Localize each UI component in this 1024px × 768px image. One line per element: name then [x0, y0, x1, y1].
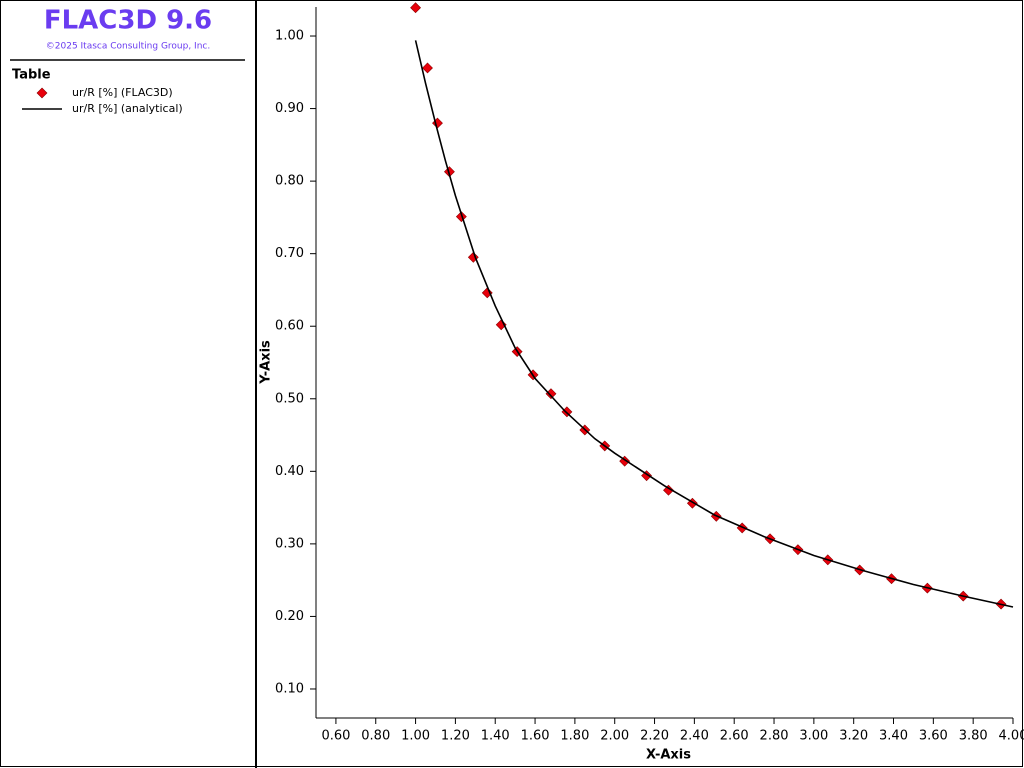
y-tick-label: 0.70: [275, 246, 304, 261]
x-tick-label: 2.40: [680, 729, 709, 744]
legend: ur/R [%] (FLAC3D) ur/R [%] (analytical): [22, 86, 183, 115]
x-tick-label: 3.00: [799, 729, 828, 744]
x-tick-label: 2.80: [760, 729, 789, 744]
x-tick-label: 3.80: [959, 729, 988, 744]
data-point: [619, 455, 631, 467]
x-tick-label: 2.20: [640, 729, 669, 744]
x-tick-label: 2.00: [600, 729, 629, 744]
x-tick-label: 1.60: [521, 729, 550, 744]
data-point: [410, 2, 421, 14]
data-point: [495, 319, 507, 331]
x-tick-label: 1.00: [401, 729, 430, 744]
x-tick-label: 2.60: [720, 729, 749, 744]
x-axis-title: X-Axis: [646, 748, 691, 763]
x-tick-label: 1.80: [560, 729, 589, 744]
x-tick-label: 0.60: [321, 729, 350, 744]
data-line: [414, 40, 1014, 608]
y-tick-label: 0.90: [275, 101, 304, 116]
x-tick-label: 0.80: [361, 729, 390, 744]
x-tick-label: 3.60: [919, 729, 948, 744]
y-tick-label: 0.60: [275, 319, 304, 334]
x-tick-label: 3.40: [879, 729, 908, 744]
data-point: [663, 484, 674, 496]
copyright: ©2025 Itasca Consulting Group, Inc.: [46, 42, 210, 52]
y-axis-title: Y-Axis: [259, 340, 274, 385]
y-tick-label: 0.80: [275, 174, 304, 189]
y-tick-label: 0.50: [275, 391, 304, 406]
x-tick-label: 1.40: [481, 729, 510, 744]
data-point: [467, 251, 479, 263]
app-title: FLAC3D 9.6: [44, 6, 212, 36]
y-tick-label: 1.00: [275, 29, 304, 44]
data-point: [481, 287, 493, 299]
plot: 0.10 0.20 0.30 0.40 0.50 0.60 0.70 0.80 0.90 1.00…: [259, 2, 1024, 763]
data-point: [422, 62, 433, 74]
legend-label: ur/R [%] (FLAC3D): [72, 86, 173, 99]
legend-label: ur/R [%] (analytical): [72, 102, 183, 115]
x-tick-label: 4.00: [999, 729, 1024, 744]
y-tick-label: 0.10: [275, 681, 304, 696]
x-tick-label: 3.20: [839, 729, 868, 744]
y-tick-label: 0.30: [275, 536, 304, 551]
legend-swatch: [36, 87, 48, 99]
x-tick-label: 1.20: [441, 729, 470, 744]
y-tick-label: 0.20: [275, 609, 304, 624]
y-tick-label: 0.40: [275, 464, 304, 479]
legend-heading: Table: [12, 68, 51, 83]
